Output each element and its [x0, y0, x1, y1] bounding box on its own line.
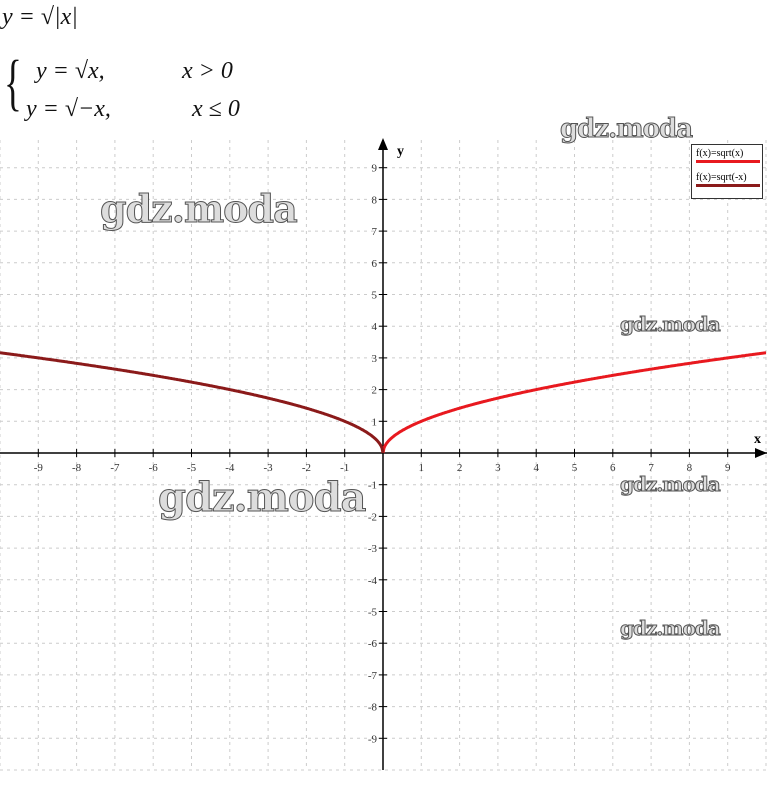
x-tick-label: 3 [495, 462, 501, 474]
x-tick-label: -4 [225, 462, 235, 474]
legend-swatch [696, 184, 760, 187]
watermark: gdz.moda [157, 474, 366, 522]
y-tick-label: -8 [368, 702, 378, 714]
y-tick-label: -7 [368, 670, 378, 682]
x-tick-label: -5 [187, 462, 197, 474]
legend-label: f(x)=sqrt(-x) [696, 172, 747, 183]
y-tick-label: 5 [372, 290, 378, 302]
formula-case2-condition: x ≤ 0 [192, 96, 240, 122]
y-axis-arrow [378, 138, 388, 150]
y-tick-label: -4 [368, 575, 378, 587]
formula-case2: y = √−x, [26, 96, 111, 122]
x-tick-label: -3 [264, 462, 274, 474]
y-tick-label: 2 [372, 385, 378, 397]
y-tick-label: 9 [372, 163, 378, 175]
watermark: gdz.moda [559, 114, 693, 145]
x-tick-label: -2 [302, 462, 311, 474]
legend-label: f(x)=sqrt(x) [696, 148, 744, 159]
x-tick-label: 9 [725, 462, 731, 474]
piecewise-brace: { [4, 49, 22, 117]
x-tick-label: -8 [72, 462, 82, 474]
y-tick-label: -2 [368, 511, 377, 523]
x-tick-label: 8 [687, 462, 693, 474]
y-tick-label: -6 [368, 638, 378, 650]
legend-item: f(x)=sqrt(-x) [696, 172, 760, 187]
y-tick-label: -3 [368, 543, 378, 555]
formula-case1: y = √x, [36, 58, 105, 84]
y-tick-label: 7 [372, 226, 378, 238]
watermark: gdz.moda [100, 186, 299, 232]
x-axis-arrow [755, 448, 767, 458]
x-tick-label: -1 [340, 462, 349, 474]
y-tick-label: -9 [368, 733, 378, 745]
watermark: gdz.moda [620, 616, 722, 641]
watermark: gdz.moda [620, 312, 722, 337]
y-tick-label: 6 [372, 258, 378, 270]
x-tick-label: -9 [34, 462, 44, 474]
series-line [0, 351, 385, 454]
y-tick-label: 8 [372, 194, 378, 206]
x-tick-label: 1 [419, 462, 425, 474]
y-tick-label: 4 [372, 321, 378, 333]
x-tick-label: -6 [149, 462, 159, 474]
y-tick-label: 3 [372, 353, 378, 365]
legend-item: f(x)=sqrt(x) [696, 148, 760, 163]
y-axis-label: y [397, 144, 404, 159]
x-tick-label: -7 [110, 462, 120, 474]
y-tick-label: 1 [372, 416, 378, 428]
y-tick-label: -5 [368, 607, 378, 619]
series-line [381, 351, 767, 454]
y-tick-label: -1 [368, 480, 377, 492]
legend-swatch [696, 160, 760, 163]
legend: f(x)=sqrt(x) f(x)=sqrt(-x) [691, 144, 763, 199]
formula-main: y = √|x| [2, 4, 78, 30]
x-tick-label: 5 [572, 462, 578, 474]
x-axis-label: x [754, 432, 761, 447]
formula-case1-condition: x > 0 [182, 58, 233, 84]
x-tick-label: 2 [457, 462, 463, 474]
x-tick-label: 6 [610, 462, 616, 474]
x-tick-label: 7 [648, 462, 654, 474]
watermark: gdz.moda [620, 472, 722, 497]
x-tick-label: 4 [533, 462, 539, 474]
